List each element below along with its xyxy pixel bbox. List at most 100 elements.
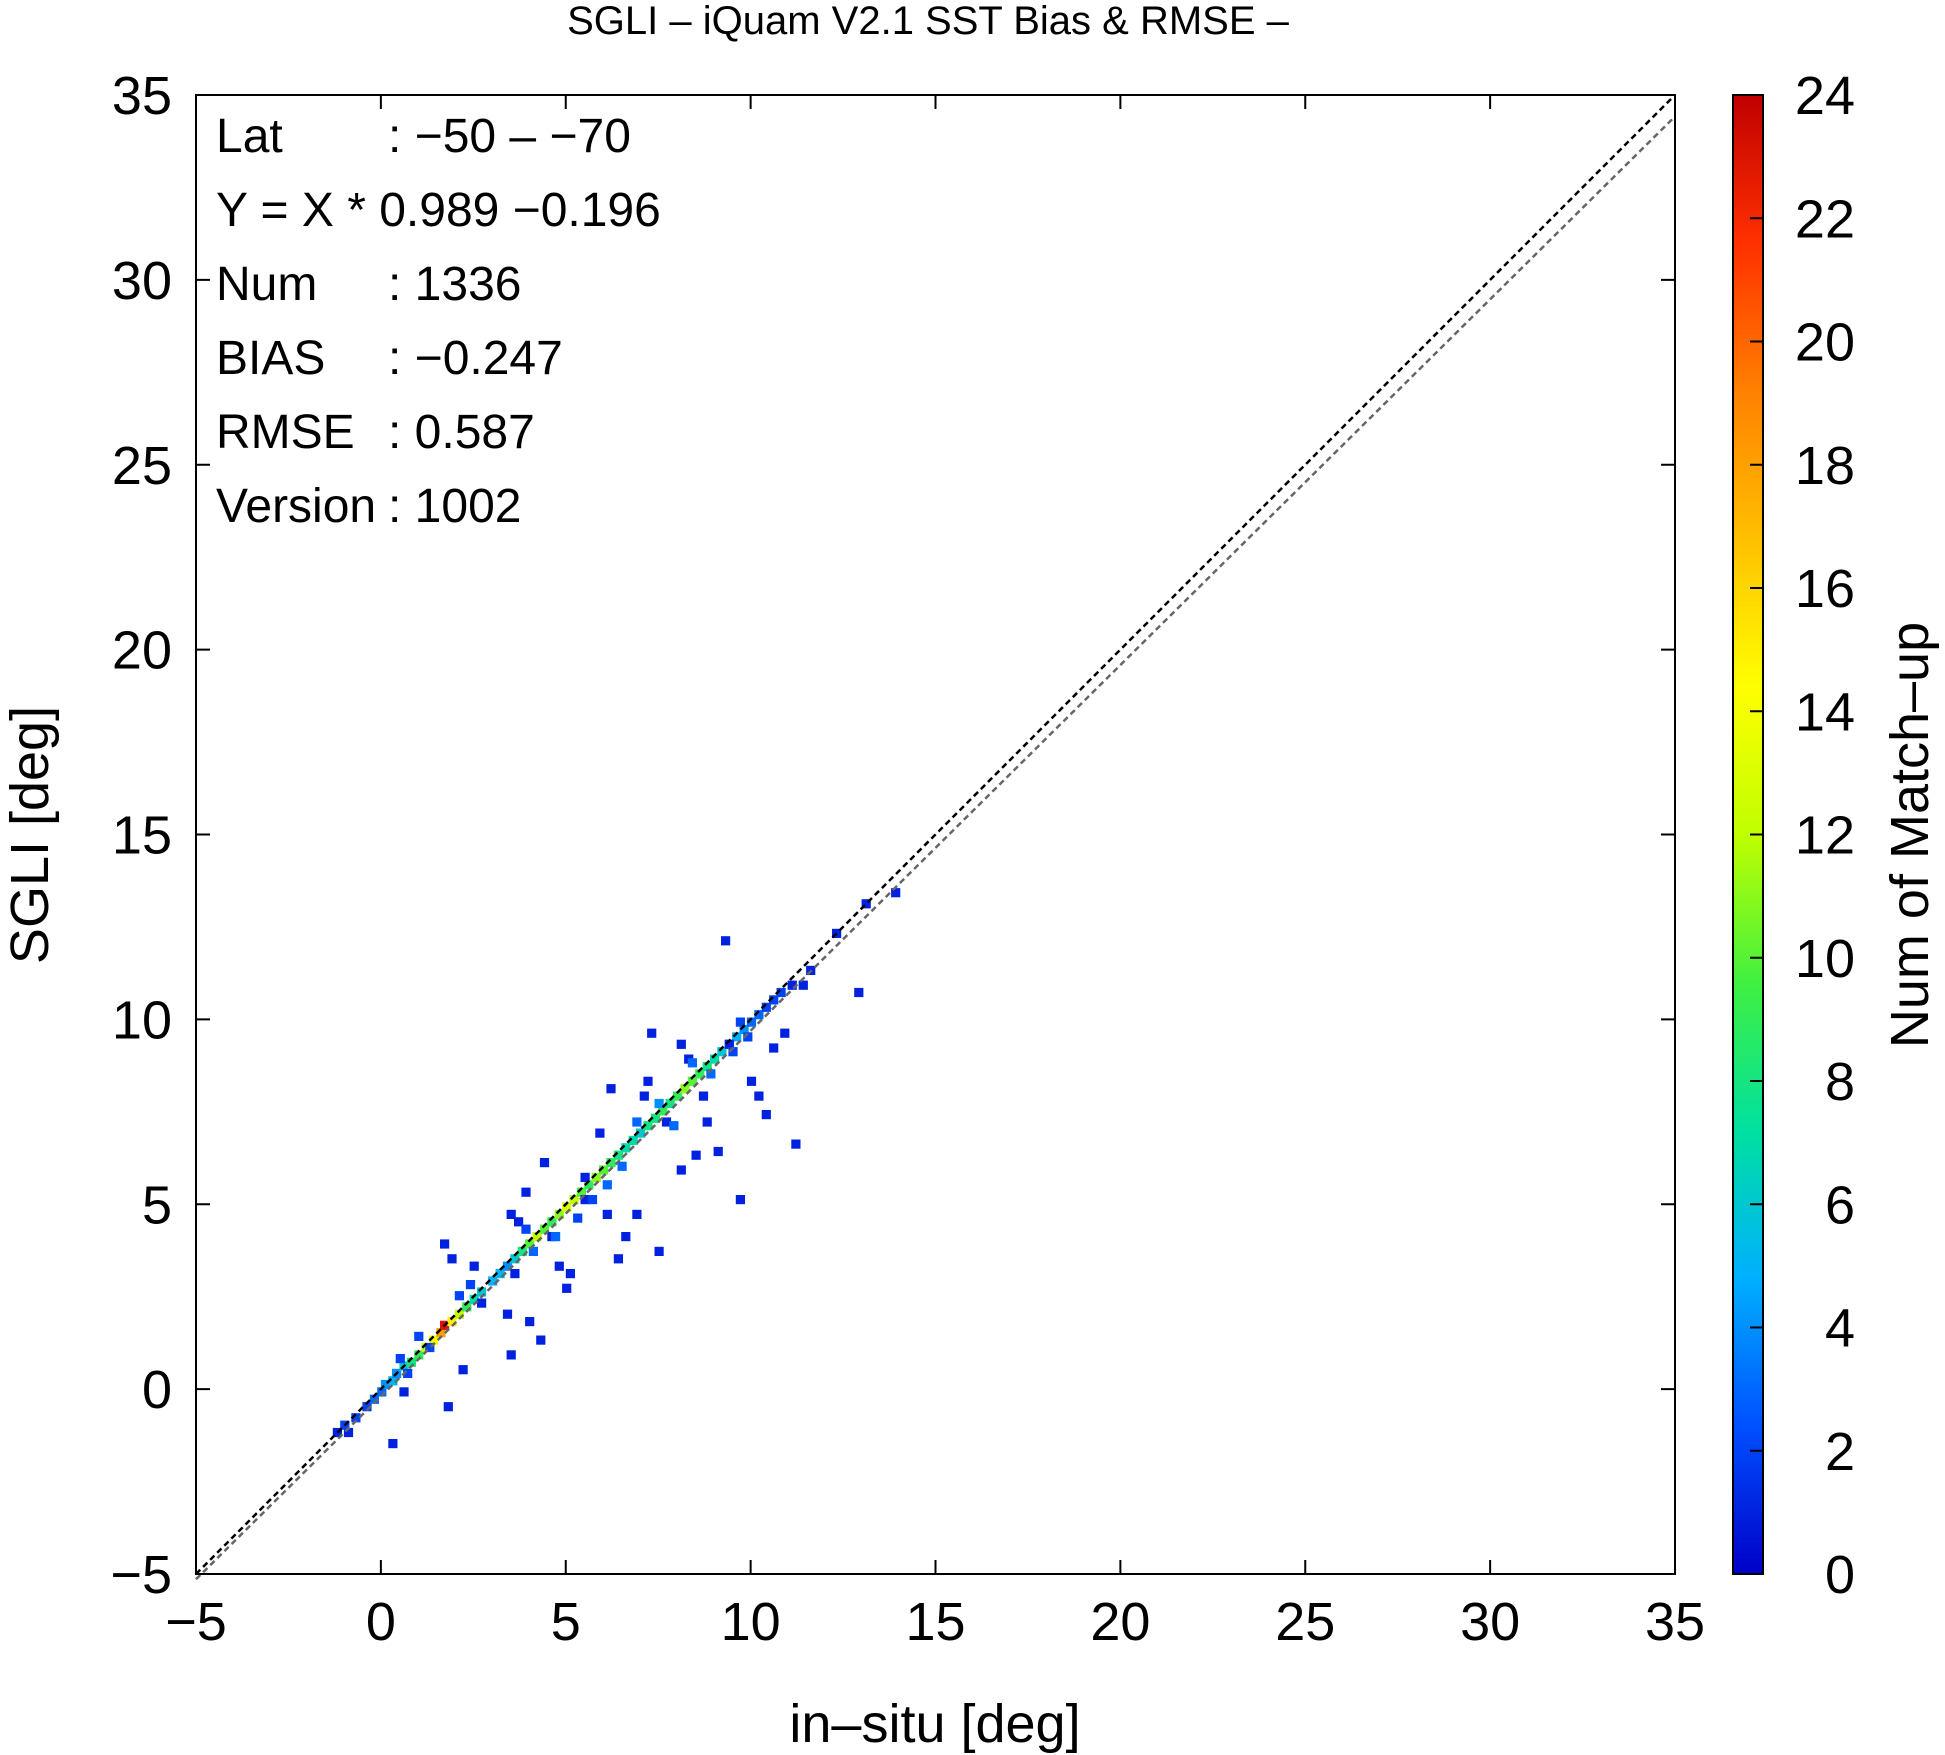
heatmap-bin xyxy=(587,1195,598,1205)
colorbar-tick-label: 24 xyxy=(1795,66,1855,126)
heatmap-bin xyxy=(517,1246,527,1256)
colorbar-tick-label: 6 xyxy=(1825,1175,1855,1235)
heatmap-bin xyxy=(440,1239,450,1249)
colorbar-label: Num of Match–up xyxy=(1880,622,1940,1048)
heatmap-bin xyxy=(532,1232,542,1242)
heatmap-bin xyxy=(454,1291,464,1301)
stat-key: Version xyxy=(216,480,376,533)
heatmap-bin xyxy=(562,1202,572,1212)
heatmap-bin xyxy=(414,1350,424,1360)
heatmap-bin xyxy=(443,1402,453,1412)
heatmap-bin xyxy=(661,1117,672,1127)
colorbar-tick-label: 22 xyxy=(1795,189,1855,249)
heatmap-bin xyxy=(562,1283,572,1293)
heatmap-bin xyxy=(761,1110,771,1120)
heatmap-bin xyxy=(639,1091,649,1101)
y-tick-label: 5 xyxy=(142,1175,172,1235)
heatmap-bin xyxy=(621,1232,631,1242)
stat-value: : −50 – −70 xyxy=(388,110,631,163)
heatmap-bin xyxy=(539,1224,550,1234)
heatmap-bin xyxy=(343,1427,354,1438)
colorbar-tick-label: 12 xyxy=(1795,806,1855,866)
heatmap-bin xyxy=(776,987,786,998)
heatmap-bin xyxy=(465,1280,476,1290)
stat-value: : −0.247 xyxy=(388,332,563,385)
x-tick-label: 5 xyxy=(551,1592,581,1652)
heatmap-bin xyxy=(691,1150,701,1160)
y-axis-label: SGLI [deg] xyxy=(0,706,60,964)
heatmap-bin xyxy=(628,1135,638,1145)
heatmap-bin xyxy=(769,995,779,1005)
heatmap-bin xyxy=(702,1061,712,1072)
heatmap-bin xyxy=(695,1069,705,1079)
heatmap-bin xyxy=(654,1246,664,1256)
stat-key: Y = X * 0.989 −0.196 xyxy=(216,184,661,237)
heatmap-bin xyxy=(477,1287,487,1297)
heatmap-bin xyxy=(477,1298,487,1308)
heatmap-bin xyxy=(547,1217,557,1227)
chart-title: SGLI – iQuam V2.1 SST Bias & RMSE – xyxy=(567,0,1290,43)
heatmap-bin xyxy=(554,1209,564,1219)
heatmap-bin xyxy=(613,1254,623,1264)
heatmap-bin xyxy=(891,888,901,898)
heatmap-bin xyxy=(735,1017,745,1027)
heatmap-bin xyxy=(687,1076,697,1086)
heatmap-bin xyxy=(754,1091,764,1101)
stats-box: Lat: −50 – −70 Y = X * 0.989 −0.196 Num: 1… xyxy=(216,110,661,533)
heatmap-bin xyxy=(710,1054,720,1064)
heatmap-bin xyxy=(399,1387,409,1397)
colorbar-tick-label: 4 xyxy=(1825,1299,1855,1359)
heatmap-bin xyxy=(502,1309,513,1319)
colorbar-tick-label: 8 xyxy=(1825,1052,1855,1112)
heatmap-bin xyxy=(673,1091,683,1101)
y-tick-label: 15 xyxy=(112,806,172,866)
heatmap-bin xyxy=(769,1043,779,1053)
heatmap-bin xyxy=(488,1276,498,1286)
heatmap-bin xyxy=(510,1254,520,1264)
heatmap-bin xyxy=(447,1254,457,1264)
heatmap-bin xyxy=(406,1357,416,1367)
heatmap-bin xyxy=(735,1195,745,1205)
colorbar-tick-label: 14 xyxy=(1795,682,1855,742)
y-tick-label: 35 xyxy=(112,66,172,126)
heatmap-bin xyxy=(724,1039,734,1049)
heatmap-bin xyxy=(458,1365,468,1375)
heatmap-bin xyxy=(539,1158,550,1168)
x-axis-ticks: −5 0 5 10 15 20 25 30 35 xyxy=(165,95,1705,1652)
heatmap-bin xyxy=(565,1269,575,1279)
heatmap-bin xyxy=(780,1028,790,1038)
x-tick-label: 10 xyxy=(721,1592,781,1652)
heatmap-bin xyxy=(576,1187,586,1197)
heatmap-bin xyxy=(380,1379,391,1390)
heatmap-bin xyxy=(728,1047,738,1057)
heatmap-bin xyxy=(743,1032,753,1042)
heatmap-bin xyxy=(654,1098,664,1109)
heatmap-bin xyxy=(506,1350,516,1360)
heatmap-bin xyxy=(377,1387,387,1397)
heatmap-bin xyxy=(469,1261,479,1271)
heatmap-bin xyxy=(658,1106,668,1116)
heatmap-bin xyxy=(506,1209,516,1219)
x-tick-label: 25 xyxy=(1275,1592,1335,1652)
heatmap-bin xyxy=(454,1309,464,1319)
heatmap-bin xyxy=(761,1002,771,1012)
heatmap-bin xyxy=(362,1402,372,1412)
regression-fit-line xyxy=(195,115,1676,1581)
heatmap-bin xyxy=(754,1010,764,1020)
heatmap-bin xyxy=(591,1172,601,1182)
heatmap-bin xyxy=(798,980,808,990)
heatmap-bin xyxy=(514,1217,524,1227)
heatmap-bin xyxy=(584,1180,594,1190)
heatmap-bin xyxy=(669,1121,679,1131)
heatmap-bin xyxy=(702,1117,712,1127)
heatmap-bin xyxy=(617,1161,627,1171)
heatmap-bin xyxy=(599,1165,609,1175)
heatmap-bin xyxy=(746,1017,757,1027)
heatmap-bin xyxy=(569,1195,579,1205)
x-tick-label: 20 xyxy=(1090,1592,1150,1652)
heatmap-bin xyxy=(510,1269,520,1279)
heatmap-bin xyxy=(791,1139,801,1149)
one-to-one-line xyxy=(195,94,1676,1575)
heatmap-bin xyxy=(495,1269,505,1279)
